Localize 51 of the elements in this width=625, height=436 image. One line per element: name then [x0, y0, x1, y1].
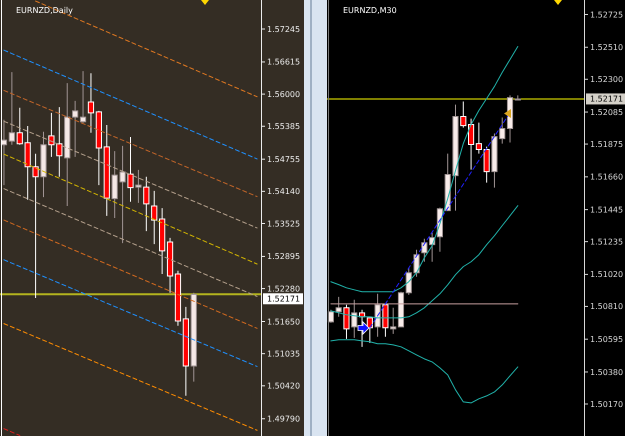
y-tick-label: 1.52725 [590, 10, 624, 20]
y-tick-label: 1.51650 [267, 317, 300, 326]
candlestick [88, 72, 94, 134]
y-tick-label: 1.50810 [590, 302, 624, 312]
candlestick [336, 296, 342, 318]
candlestick [190, 292, 197, 382]
y-tick-label: 1.52895 [267, 252, 300, 262]
y-tick-label: 1.50420 [267, 382, 300, 391]
y-tick-label: 1.54755 [267, 154, 300, 164]
candlestick [351, 299, 358, 338]
y-tick-label: 1.51020 [590, 270, 624, 280]
y-tick-label: 1.51445 [590, 205, 624, 214]
y-tick-label: 1.56615 [267, 58, 300, 67]
y-tick-label: 1.52510 [590, 43, 624, 52]
candlestick [382, 303, 388, 338]
y-tick-label: 1.55385 [267, 122, 300, 132]
y-tick-label: 1.52280 [267, 284, 300, 294]
candlestick [166, 237, 174, 294]
text: EURNZD,M30 [343, 6, 397, 15]
y-tick-label: 1.50380 [590, 368, 624, 377]
candlestick [343, 304, 350, 340]
y-tick-label: 1.52085 [590, 108, 624, 117]
y-tick-label: 1.51235 [590, 237, 624, 246]
candlestick [0, 119, 8, 186]
candlestick [374, 293, 381, 338]
candlestick [8, 72, 15, 146]
candlestick [127, 136, 134, 202]
candlestick [32, 153, 39, 298]
y-tick-label: 1.49790 [267, 414, 300, 424]
candlestick [40, 131, 47, 198]
y-tick-label: 1.56000 [267, 90, 300, 99]
y-tick-label: 1.52300 [590, 75, 624, 84]
candlestick [174, 270, 182, 326]
line-series [330, 46, 518, 292]
y-tick-label: 1.51875 [590, 140, 624, 149]
line-series [330, 339, 518, 404]
candlestick [135, 169, 142, 204]
text: EURNZD,Daily [16, 6, 74, 15]
y-tick-label: 1.51660 [590, 172, 624, 182]
y-tick-label: 1.53525 [267, 219, 300, 228]
y-tick-label: 1.57245 [267, 24, 300, 34]
ref-line-label: 1.52171 [267, 294, 300, 304]
candlestick [182, 306, 189, 396]
y-tick-label: 1.54140 [267, 187, 300, 196]
y-tick-label: 1.50170 [590, 400, 624, 409]
y-tick-label: 1.51035 [267, 349, 300, 358]
candlestick [143, 176, 150, 232]
line-series [330, 205, 518, 318]
candlestick [80, 70, 86, 124]
y-tick-label: 1.50595 [590, 334, 624, 344]
ref-line-label: 1.52171 [590, 94, 624, 104]
